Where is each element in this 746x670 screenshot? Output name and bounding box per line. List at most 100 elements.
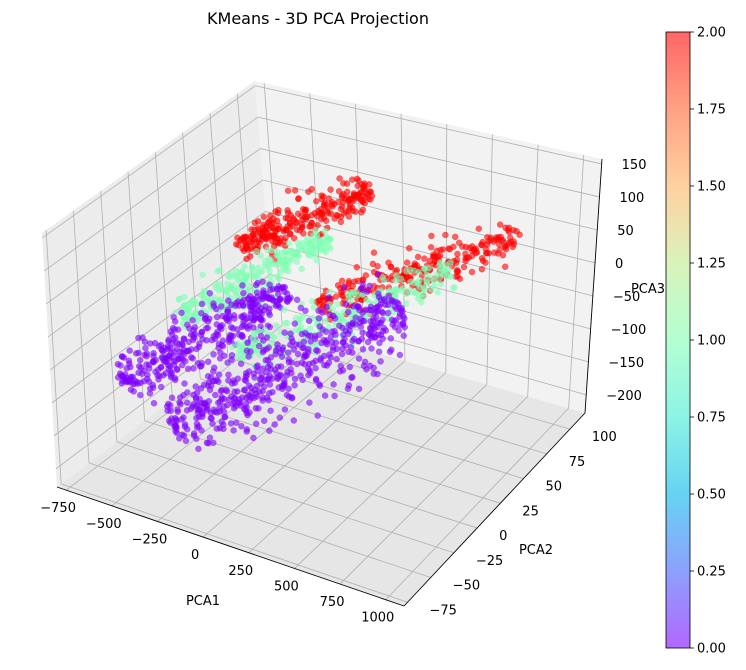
scatter-point [195, 343, 203, 351]
scatter-point [362, 272, 370, 279]
scatter-point [452, 259, 460, 267]
scatter-point [304, 213, 311, 220]
scatter-point [228, 393, 235, 400]
scatter-point [399, 284, 407, 292]
scatter-point [179, 341, 186, 348]
x-tick-label: 1000 [361, 611, 394, 626]
scatter-point [285, 385, 292, 393]
scatter-point [135, 369, 142, 376]
x-gridline-floor [111, 336, 324, 507]
scatter-point [255, 296, 263, 303]
scatter-point [345, 277, 353, 285]
scatter-point [288, 256, 295, 263]
scatter-point [466, 244, 473, 252]
scatter-point [265, 390, 273, 397]
scatter-point [451, 284, 458, 291]
scatter-point [210, 368, 217, 375]
y-gridline-side [45, 230, 62, 484]
scatter-point [315, 315, 323, 322]
scatter-point [146, 361, 153, 369]
y-tick-label: 25 [522, 504, 539, 519]
scatter-point [421, 265, 428, 272]
scatter-point [225, 371, 232, 379]
scatter-point [373, 308, 380, 316]
scatter-point [483, 249, 491, 257]
scatter-point [233, 419, 240, 427]
scatter-point [273, 285, 281, 293]
scatter-point [226, 338, 233, 346]
scatter-point [359, 197, 366, 205]
scatter-point [289, 222, 296, 230]
scatter-point [336, 175, 343, 182]
scatter-point [313, 257, 320, 264]
scatter-point [428, 232, 435, 240]
scatter-point [250, 324, 257, 331]
y-gridline-floor [61, 483, 408, 603]
scatter-point [396, 313, 403, 320]
scatter-point [393, 266, 401, 274]
x-gridline-back [568, 154, 585, 409]
scatter-point [224, 359, 231, 366]
scatter-point [320, 235, 327, 243]
scatter-point [267, 273, 274, 280]
scatter-point [190, 365, 197, 372]
scatter-point [302, 206, 310, 213]
scatter-point [295, 195, 302, 203]
scatter-point [451, 233, 459, 241]
scatter-point [349, 176, 356, 183]
scatter-point [220, 403, 228, 410]
y-axis-label: PCA2 [519, 543, 553, 558]
scatter-point [370, 249, 378, 256]
scatter-point [272, 227, 279, 235]
scatter-point [266, 381, 274, 388]
scatter-point [320, 203, 328, 210]
scatter-point [501, 263, 509, 271]
scatter-point [436, 262, 444, 269]
scatter-point [403, 268, 410, 275]
scatter-point [434, 288, 441, 296]
scatter-point [271, 421, 278, 428]
scatter-point [320, 352, 328, 360]
z-tick-label: 100 [619, 191, 644, 206]
scatter-point [254, 225, 262, 232]
colorbar-tick-label: 0.75 [697, 411, 726, 426]
chart-title: KMeans - 3D PCA Projection [207, 9, 429, 28]
scatter-point [285, 267, 292, 275]
scatter-point [257, 332, 265, 340]
scatter-point [414, 295, 422, 302]
scatter-point [319, 326, 326, 333]
z-tick-label: 0 [615, 257, 623, 272]
scatter-point [276, 414, 284, 421]
y-axis-line [403, 412, 586, 607]
scatter-point [345, 198, 352, 205]
scatter-point [304, 332, 312, 339]
scatter-point [248, 263, 256, 271]
colorbar-tick-label: 0.50 [697, 488, 726, 503]
scatter-point [193, 420, 201, 428]
scatter-point [298, 330, 306, 338]
scatter-point [330, 381, 337, 388]
scatter-point [184, 321, 191, 329]
scatter-point [265, 256, 273, 263]
scatter-point [442, 268, 449, 275]
scatter-point [421, 255, 428, 262]
scatter-point [217, 349, 224, 356]
scatter-point [244, 339, 251, 347]
scatter-point [454, 266, 461, 274]
scatter-point [164, 343, 172, 350]
scatter-point [228, 352, 236, 359]
scatter-point [127, 386, 135, 393]
scatter-point [361, 185, 369, 192]
scatter-point [281, 377, 288, 384]
scatter-point [241, 386, 249, 393]
scatter-point [338, 350, 346, 358]
z-gridline-back [260, 148, 598, 231]
scatter-point [375, 293, 383, 301]
scatter-point [295, 253, 302, 260]
y-tick-label: 0 [499, 529, 507, 544]
scatter-point [270, 233, 277, 240]
scatter-point [387, 335, 395, 342]
scatter-point [437, 280, 445, 288]
x-axis-line [56, 486, 405, 607]
x-tick-label: 500 [274, 579, 299, 594]
